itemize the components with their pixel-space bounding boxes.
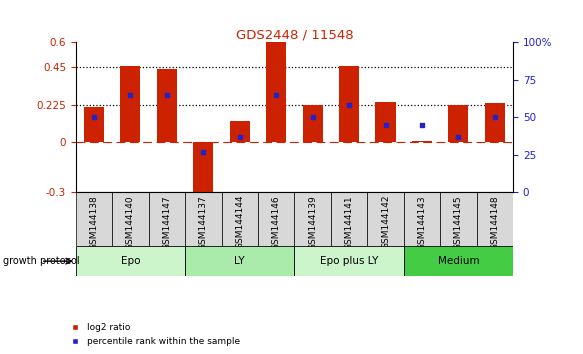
Text: GSM144147: GSM144147 <box>163 195 171 250</box>
Title: GDS2448 / 11548: GDS2448 / 11548 <box>236 28 353 41</box>
Bar <box>339 66 359 142</box>
Text: GSM144143: GSM144143 <box>417 195 426 250</box>
Text: GSM144139: GSM144139 <box>308 195 317 250</box>
Text: LY: LY <box>234 256 245 266</box>
Text: GSM144142: GSM144142 <box>381 195 390 250</box>
Bar <box>185 192 222 246</box>
Bar <box>76 192 112 246</box>
Text: GSM144140: GSM144140 <box>126 195 135 250</box>
Text: Epo: Epo <box>121 256 140 266</box>
Legend: log2 ratio, percentile rank within the sample: log2 ratio, percentile rank within the s… <box>63 320 244 349</box>
Text: GSM144137: GSM144137 <box>199 195 208 250</box>
Bar <box>185 246 294 276</box>
Bar <box>222 192 258 246</box>
Bar <box>375 102 395 142</box>
Bar <box>331 192 367 246</box>
Bar <box>157 69 177 142</box>
Bar <box>149 192 185 246</box>
Text: GSM144145: GSM144145 <box>454 195 463 250</box>
Bar <box>230 121 250 142</box>
Text: GSM144144: GSM144144 <box>236 195 244 250</box>
Bar <box>367 192 403 246</box>
Text: GSM144141: GSM144141 <box>345 195 353 250</box>
Bar <box>121 66 141 142</box>
Bar <box>412 141 432 142</box>
Bar <box>448 105 468 142</box>
Bar <box>440 192 476 246</box>
Text: GSM144138: GSM144138 <box>90 195 99 250</box>
Bar <box>266 42 286 142</box>
Text: growth protocol: growth protocol <box>3 256 79 266</box>
Text: GSM144146: GSM144146 <box>272 195 280 250</box>
Text: Epo plus LY: Epo plus LY <box>320 256 378 266</box>
Bar <box>194 142 213 195</box>
Bar <box>485 103 505 142</box>
Bar <box>403 246 513 276</box>
Bar <box>258 192 294 246</box>
Bar <box>294 246 403 276</box>
Bar <box>76 246 185 276</box>
Bar <box>476 192 513 246</box>
Bar <box>303 105 322 142</box>
Text: GSM144148: GSM144148 <box>490 195 499 250</box>
Bar <box>403 192 440 246</box>
Bar <box>112 192 149 246</box>
Bar <box>294 192 331 246</box>
Bar <box>84 107 104 142</box>
Text: Medium: Medium <box>438 256 479 266</box>
